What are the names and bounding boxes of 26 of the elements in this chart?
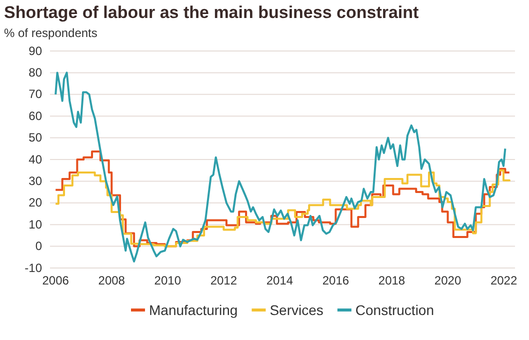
x-tick-label: 2016: [322, 274, 350, 288]
y-tick-label: 70: [28, 87, 42, 102]
x-tick-label: 2020: [434, 274, 462, 288]
x-tick-label: 2012: [210, 274, 238, 288]
y-tick-label: 50: [28, 130, 42, 145]
legend-label: Manufacturing: [149, 302, 238, 318]
x-tick-label: 2022: [490, 274, 518, 288]
y-tick-label: 60: [28, 108, 42, 123]
y-tick-label: 80: [28, 66, 42, 80]
x-tick-label: 2010: [154, 274, 182, 288]
y-tick-label: 20: [28, 196, 42, 210]
legend-label: Construction: [355, 302, 434, 318]
y-tick-label: 10: [28, 217, 42, 232]
y-tick-label: 30: [28, 174, 42, 188]
y-tick-label: -10: [24, 260, 42, 275]
line-series: [54, 72, 506, 262]
y-tick-label: 0: [35, 239, 42, 254]
y-tick-label: 90: [28, 44, 42, 58]
x-tick-label: 2006: [42, 274, 70, 288]
legend-label: Services: [270, 302, 324, 318]
chart-title: Shortage of labour as the main business constraint: [4, 3, 420, 22]
y-tick-label: 40: [28, 152, 42, 166]
x-tick-label: 2008: [98, 274, 126, 288]
chart-subtitle: % of respondents: [4, 26, 98, 40]
x-tick-label: 2014: [266, 274, 294, 288]
x-tick-label: 2018: [378, 274, 406, 288]
